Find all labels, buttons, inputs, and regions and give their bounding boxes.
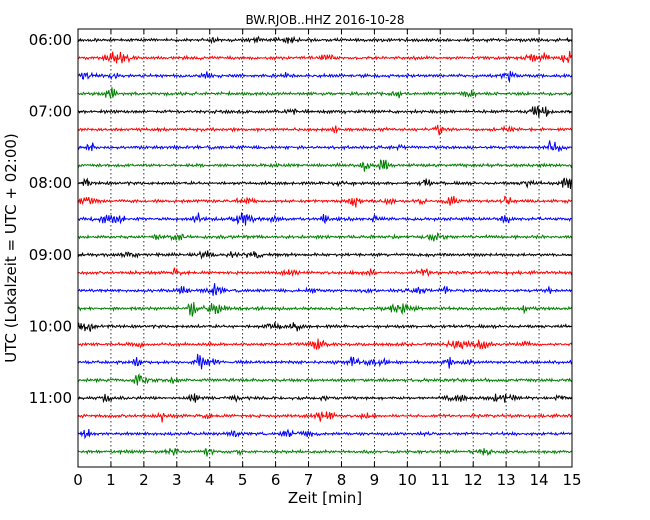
y-tick-label: 06:00 [29,31,72,49]
chart-title: BW.RJOB..HHZ 2016-10-28 [245,13,404,27]
x-tick-label: 0 [73,471,83,489]
seismic-trace [77,322,573,332]
seismic-trace [77,283,573,296]
x-tick-label: 5 [238,471,248,489]
seismic-trace [77,232,573,242]
x-tick-label: 1 [106,471,116,489]
seismic-trace [77,250,573,260]
seismic-trace [77,373,573,386]
x-tick-label: 15 [562,471,581,489]
x-tick-label: 2 [139,471,149,489]
seismic-trace [77,212,573,226]
x-tick-label: 9 [370,471,380,489]
y-tick-label: 09:00 [29,246,72,264]
seismic-trace [77,393,573,404]
seismic-trace [77,124,573,136]
x-tick-label: 3 [172,471,182,489]
seismic-trace [77,353,573,370]
seismic-trace [77,411,573,423]
seismic-trace [77,428,573,440]
x-axis-ticks: 0 1 2 3 4 5 6 7 8 9 10 11 12 13 14 15 [73,29,582,489]
seismic-traces [77,35,573,457]
x-tick-label: 13 [497,471,516,489]
seismic-trace [77,105,573,118]
seismic-trace [77,87,573,100]
seismic-trace [77,448,573,457]
y-axis-label: UTC (Lokalzeit = UTC + 02:00) [2,133,20,363]
x-tick-label: 8 [337,471,347,489]
seismic-trace [77,50,573,64]
x-gridlines [110,29,540,467]
seismic-trace [77,35,573,45]
x-tick-label: 11 [431,471,450,489]
x-tick-label: 10 [398,471,417,489]
seismic-trace [77,195,573,208]
plot-frame [77,28,573,468]
x-axis-label: Zeit [min] [288,489,362,507]
y-tick-label: 07:00 [29,103,72,121]
seismic-trace [77,177,573,189]
seismic-trace [77,159,573,172]
seismic-trace [77,338,573,350]
seismic-trace [77,70,573,84]
x-tick-label: 6 [271,471,281,489]
x-tick-label: 14 [530,471,549,489]
x-tick-label: 7 [304,471,314,489]
seismic-trace [77,140,573,152]
seismic-trace [77,267,573,278]
x-tick-label: 12 [464,471,483,489]
seismic-trace [77,301,573,317]
x-tick-label: 4 [205,471,215,489]
y-tick-label: 11:00 [29,389,72,407]
y-tick-label: 10:00 [29,317,72,335]
y-tick-label: 08:00 [29,174,72,192]
y-axis-ticks: 06:00 07:00 08:00 09:00 10:00 11:00 [29,31,572,407]
